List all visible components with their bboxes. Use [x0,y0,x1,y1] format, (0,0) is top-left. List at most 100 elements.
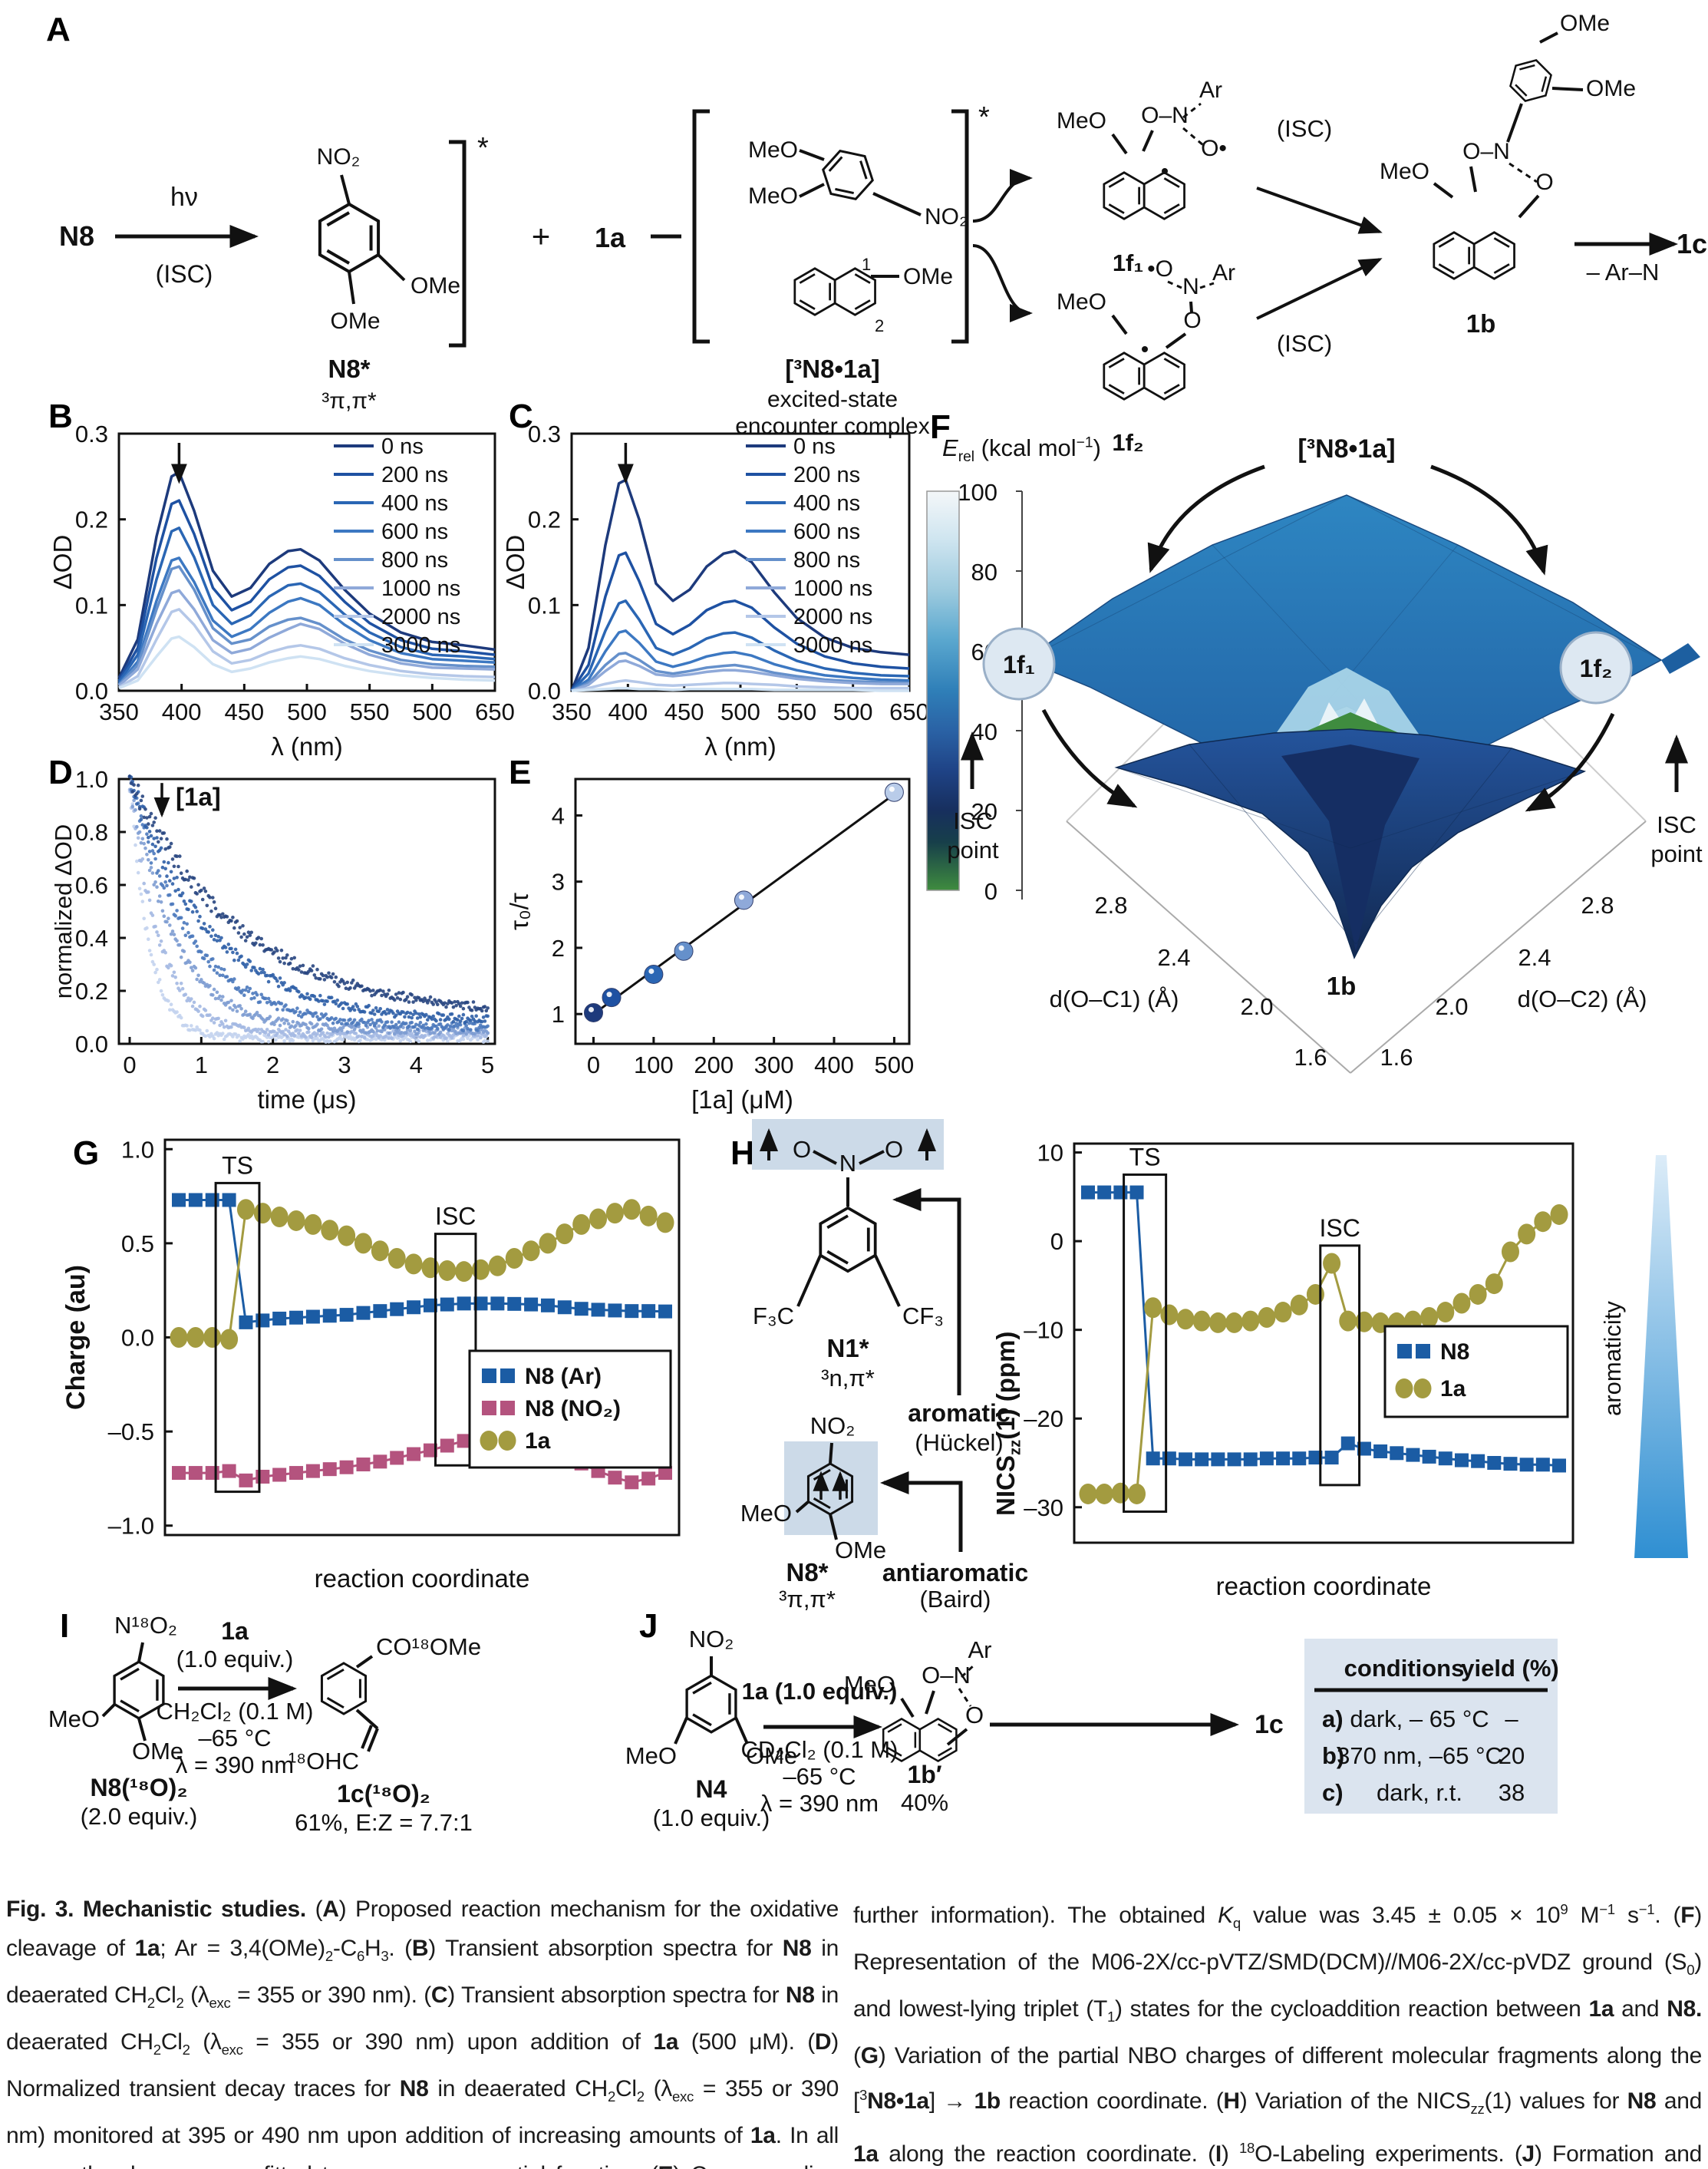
svg-text:b): b) [1322,1742,1344,1769]
svg-text:4: 4 [410,1051,423,1078]
a-isc: (ISC) [156,260,213,288]
j-1c: 1c [1255,1710,1284,1739]
svg-text:–65 °C: –65 °C [783,1763,856,1790]
svg-text:400: 400 [814,1051,854,1078]
caption-run: and [1656,2088,1702,2114]
caption-run: N8 [782,1936,812,1961]
svg-text:[1a] (μM): [1a] (μM) [691,1085,793,1114]
svg-text:Ar: Ar [1212,260,1235,286]
svg-text:2.4: 2.4 [1518,944,1551,971]
a-isc-top: (ISC) [1277,115,1332,142]
svg-text:600 ns: 600 ns [793,520,860,544]
caption-run: N8. [1667,1996,1702,2022]
svg-text:dark, – 65 °C: dark, – 65 °C [1350,1705,1489,1732]
points [584,782,904,1022]
svg-text:time (μs): time (μs) [257,1085,356,1114]
caption-run: 1a [853,2141,879,2167]
caption-run: 3 [381,1948,389,1964]
j-conditions: 1a (1.0 equiv.) CD₂Cl₂ (0.1 M) –65 °C λ … [741,1678,899,1817]
axes: 350 400 450 500 550 500 650 0.0 0.1 0.2 0.3 λ (nm) Δ… [501,421,929,761]
svg-text:N4: N4 [696,1775,727,1803]
svg-text:2.8: 2.8 [1581,892,1614,919]
svg-text:N: N [839,1150,856,1177]
a-1b-structure: OMe OMe O–N O MeO 1b [1380,11,1636,338]
svg-text:3: 3 [552,869,565,896]
caption-run: C [430,1982,448,2008]
svg-text:2000 ns: 2000 ns [381,605,460,629]
a-minus-arn: – Ar–N [1587,259,1660,286]
svg-text:0.5: 0.5 [121,1230,154,1257]
caption-run: = 355 or 390 nm) monitored at 395 or 490… [6,2076,839,2148]
caption-run: ) and lowest-lying triplet (T [853,1949,1702,2022]
caption-run: 1b [974,2088,1001,2114]
series [570,478,910,692]
svg-text:0.2: 0.2 [528,507,561,533]
caption-run: Cl [160,2029,183,2055]
svg-text:650: 650 [475,698,515,725]
svg-text:200 ns: 200 ns [793,463,860,487]
svg-text:1b: 1b [1466,309,1496,338]
svg-text:O: O [1535,170,1553,195]
caption-run: I [1215,2141,1222,2167]
f-1f2-label: 1f₂ [1580,655,1613,682]
svg-text:0.3: 0.3 [75,421,108,447]
annotation-boxes: TS ISC [214,1151,477,1494]
panel-f-label: F [930,408,951,446]
caption-run: s [1614,1903,1639,1928]
svg-text:normalized ΔOD: normalized ΔOD [50,824,77,999]
svg-text:800 ns: 800 ns [381,548,448,573]
f-colorbar-ticks: 100 80 60 40 20 0 [958,479,997,905]
svg-text:–: – [1505,1705,1518,1732]
a-n8star-state: ³π,π* [321,388,377,414]
caption-run: N8 [785,1982,815,2008]
svg-text:1.6: 1.6 [1380,1044,1413,1071]
caption-run: ) Transient absorption spectra for [447,1982,786,2008]
caption-run: ) Transient absorption spectra for [428,1936,783,1961]
svg-text:400: 400 [162,698,202,725]
caption-run: ) Variation of the partial NBO charges o… [853,2043,1702,2114]
svg-text:1f₂: 1f₂ [1112,429,1143,456]
svg-text:reaction coordinate: reaction coordinate [315,1564,530,1593]
svg-text:λ (nm): λ (nm) [704,732,777,761]
svg-text:τ₀/τ: τ₀/τ [505,893,533,930]
chart-d-decay-traces: 0 1 2 3 4 5 0.0 0.2 0.4 0.6 0.8 1.0 time (μs) normali… [50,766,496,1114]
svg-text:1: 1 [862,255,871,274]
svg-text:500: 500 [412,698,452,725]
h-n8-structure: MeO OMe N8* ³π,π* [740,1442,886,1613]
svg-text:450: 450 [224,698,264,725]
svg-text:200 ns: 200 ns [381,463,448,487]
svg-text:2: 2 [875,316,884,335]
caption-run: zz [1470,2101,1485,2117]
svg-text:N¹⁸O₂: N¹⁸O₂ [114,1612,177,1639]
caption-run: 1a [653,2029,679,2055]
caption-run: in deaerated CH [6,1936,839,2008]
svg-text:20: 20 [971,798,997,825]
svg-text:MeO: MeO [844,1671,895,1698]
caption-run: value was 3.45 ± 0.05 × 10 [1240,1903,1561,1928]
svg-text:c): c) [1322,1779,1344,1806]
h-huckel-label: (Hückel) [915,1429,1003,1456]
svg-text:–30: –30 [1024,1494,1063,1521]
svg-text:0.0: 0.0 [528,678,561,705]
svg-text:2: 2 [552,935,565,962]
svg-text:40%: 40% [901,1789,948,1816]
svg-text:300: 300 [754,1051,794,1078]
a-star2: * [978,101,990,134]
chart-b-transient-absorption: 350 400 450 500 550 500 650 0.0 0.1 0.2 0.3 λ (nm) Δ… [48,421,515,761]
f-1f1-circle [982,627,1056,701]
caption-run: 2 [325,1948,333,1964]
svg-text:0 ns: 0 ns [793,434,836,459]
svg-text:–1.0: –1.0 [108,1513,154,1540]
svg-text:550: 550 [350,698,390,725]
f-lower-surface [1114,712,1587,959]
svg-text:2000 ns: 2000 ns [793,605,872,629]
a-star1: * [477,132,489,164]
svg-text:1a (1.0 equiv.): 1a (1.0 equiv.) [742,1678,898,1705]
svg-text:O: O [885,1136,903,1163]
annotation-boxes: TS ISC [1123,1143,1361,1514]
svg-text:N1*: N1* [826,1334,869,1362]
svg-text:2.0: 2.0 [1435,993,1468,1020]
caption-run: Cl [615,2076,637,2101]
caption-run: ) Variation of the NICS [1239,2088,1471,2114]
